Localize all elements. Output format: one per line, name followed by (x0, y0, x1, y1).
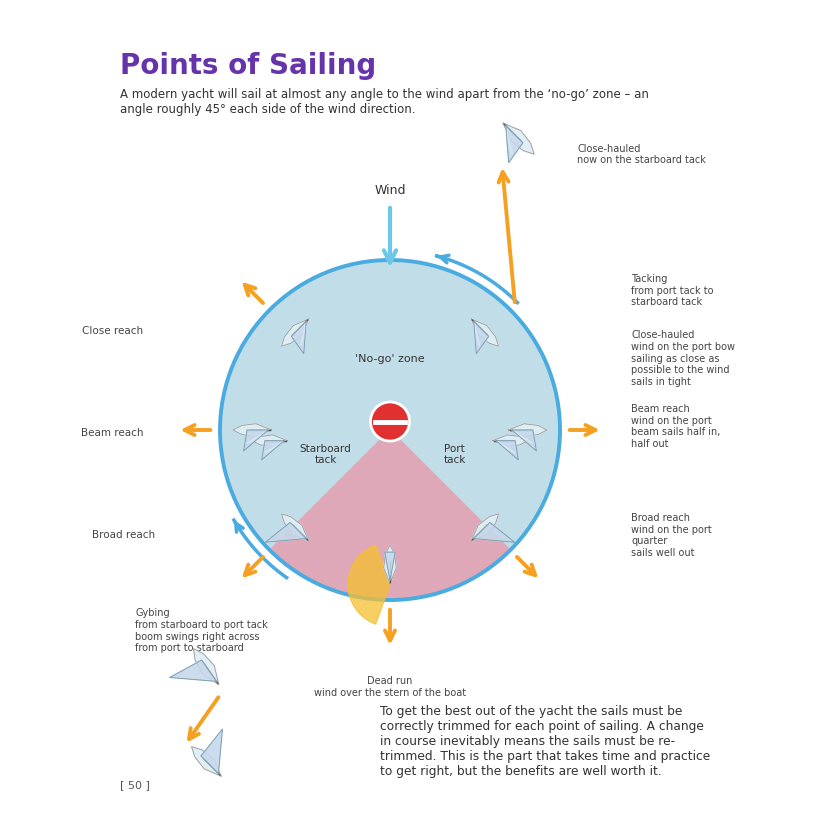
Polygon shape (475, 322, 479, 346)
Polygon shape (247, 430, 268, 444)
Polygon shape (282, 319, 309, 346)
Polygon shape (385, 552, 396, 580)
Polygon shape (194, 649, 219, 685)
Text: Wind: Wind (374, 184, 405, 197)
Text: Points of Sailing: Points of Sailing (120, 52, 376, 80)
Text: Beam reach
wind on the port
beam sails half in,
half out: Beam reach wind on the port beam sails h… (632, 405, 720, 449)
Text: Broad reach: Broad reach (92, 531, 155, 540)
Polygon shape (471, 319, 498, 346)
Polygon shape (506, 126, 512, 154)
Polygon shape (383, 545, 396, 584)
Polygon shape (252, 435, 287, 446)
Polygon shape (348, 545, 390, 624)
Polygon shape (474, 322, 488, 353)
Polygon shape (282, 514, 309, 541)
Circle shape (220, 260, 560, 600)
Polygon shape (191, 746, 221, 776)
Polygon shape (201, 729, 222, 773)
Polygon shape (261, 440, 284, 460)
Polygon shape (291, 322, 306, 353)
Text: Close-hauled
wind on the port bow
sailing as close as
possible to the wind
sails: Close-hauled wind on the port bow sailin… (632, 330, 735, 387)
Polygon shape (233, 424, 272, 436)
Polygon shape (503, 123, 534, 154)
Text: A modern yacht will sail at almost any angle to the wind apart from the ‘no-go’ : A modern yacht will sail at almost any a… (120, 88, 649, 116)
Text: Close reach: Close reach (82, 326, 143, 336)
Wedge shape (269, 430, 510, 600)
Text: Port
tack: Port tack (444, 444, 466, 465)
Polygon shape (513, 430, 533, 444)
Text: Beam reach: Beam reach (81, 428, 143, 439)
Text: Dead run
wind over the stern of the boat: Dead run wind over the stern of the boat (314, 676, 466, 698)
Polygon shape (170, 660, 217, 681)
Polygon shape (512, 430, 536, 451)
Polygon shape (497, 440, 515, 453)
Text: [ 50 ]: [ 50 ] (120, 780, 150, 790)
Text: 'No-go' zone: 'No-go' zone (355, 353, 425, 364)
Text: Starboard
tack: Starboard tack (300, 444, 352, 465)
Text: Close-hauled
now on the starboard tack: Close-hauled now on the starboard tack (577, 144, 706, 165)
Circle shape (370, 402, 409, 441)
Polygon shape (265, 440, 283, 453)
Polygon shape (265, 523, 306, 542)
Polygon shape (243, 430, 268, 451)
Text: To get the best out of the yacht the sails must be
correctly trimmed for each po: To get the best out of the yacht the sai… (380, 706, 711, 778)
Polygon shape (300, 322, 306, 346)
Polygon shape (471, 514, 498, 541)
Polygon shape (474, 523, 514, 542)
Polygon shape (509, 424, 547, 436)
Text: Broad reach
wind on the port
quarter
sails well out: Broad reach wind on the port quarter sai… (632, 513, 712, 558)
Polygon shape (496, 440, 519, 460)
Text: Gybing
from starboard to port tack
boom swings right across
from port to starboa: Gybing from starboard to port tack boom … (135, 609, 268, 654)
Polygon shape (505, 126, 523, 163)
Text: Tacking
from port tack to
starboard tack: Tacking from port tack to starboard tack (632, 274, 714, 307)
Polygon shape (492, 435, 528, 446)
